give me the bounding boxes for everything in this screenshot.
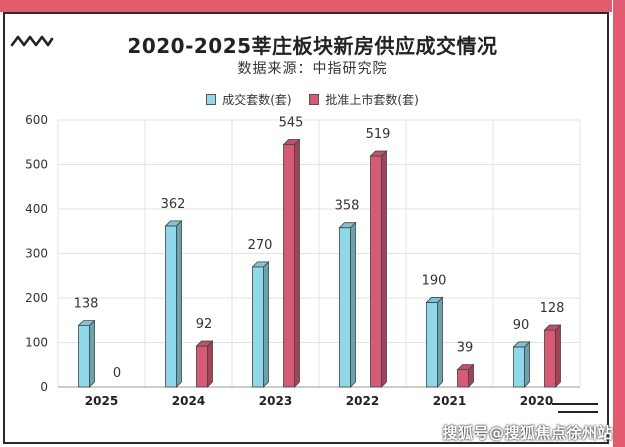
bar-side-series-1: [437, 296, 443, 388]
y-tick-label: 500: [25, 158, 48, 172]
bar-series-2: [544, 329, 556, 388]
bar-series-2: [196, 345, 208, 388]
data-label-series-1: 138: [74, 297, 99, 312]
bar-top-series-1: [77, 320, 96, 326]
x-tick-label: 2022: [346, 394, 379, 408]
bar-top-series-2: [282, 139, 301, 145]
y-tick-label: 400: [25, 202, 48, 216]
chart-card: [3, 12, 609, 444]
bar-top-series-1: [251, 261, 270, 268]
bar-top-series-2: [369, 150, 388, 157]
bar-side-series-2: [207, 340, 213, 388]
data-label-series-2: 0: [113, 366, 121, 381]
legend-label-series-2: 批准上市套数(套): [325, 93, 419, 107]
bar-top-series-2: [543, 324, 562, 331]
bar-series-2: [370, 155, 382, 388]
bar-top-series-2: [195, 340, 214, 347]
y-tick-label: 200: [25, 291, 48, 305]
bar-side-series-2: [294, 138, 300, 388]
y-tick-label: 300: [25, 247, 48, 261]
y-tick-label: 100: [25, 336, 48, 350]
watermark: 搜狐号@搜狐焦点徐州站: [442, 424, 613, 442]
chart-subtitle: 数据来源：中指研究院: [237, 61, 388, 77]
bar-series-1: [513, 346, 525, 388]
legend-swatch-series-1: [206, 94, 217, 105]
bar-side-series-1: [89, 319, 95, 388]
x-tick-label: 2024: [172, 394, 205, 408]
chart-title: 2020-2025莘庄板块新房供应成交情况: [127, 34, 498, 58]
chart-legend: 成交套数(套) 批准上市套数(套): [0, 91, 625, 108]
bar-series-1: [78, 325, 90, 388]
bar-side-series-2: [555, 324, 561, 388]
bar-series-2: [283, 144, 295, 388]
bar-side-series-2: [381, 150, 387, 388]
bar-top-series-1: [338, 222, 357, 229]
x-tick-label: 2021: [433, 394, 466, 408]
legend-label-series-1: 成交套数(套): [222, 93, 292, 107]
data-label-series-1: 362: [161, 197, 186, 212]
bar-series-1: [426, 302, 438, 388]
data-label-series-2: 519: [366, 127, 391, 142]
data-label-series-1: 190: [422, 273, 447, 288]
y-tick-label: 600: [25, 113, 48, 127]
bar-series-1: [165, 225, 177, 388]
x-tick-label: 2025: [85, 394, 118, 408]
legend-item-series-1: 成交套数(套): [206, 91, 292, 108]
legend-swatch-series-2: [309, 94, 320, 105]
data-label-series-1: 270: [248, 238, 273, 253]
decorative-top-band: [0, 0, 612, 12]
bar-top-series-1: [512, 341, 531, 348]
bar-top-series-1: [425, 297, 444, 303]
legend-item-series-2: 批准上市套数(套): [309, 91, 419, 108]
data-label-series-1: 358: [335, 199, 360, 214]
x-tick-label: 2023: [259, 394, 292, 408]
zigzag-icon: [10, 35, 54, 47]
x-tick-label: 2020: [520, 394, 553, 408]
data-label-series-2: 39: [457, 341, 474, 356]
y-tick-label: 0: [40, 380, 48, 394]
bar-side-series-1: [350, 221, 356, 388]
data-label-series-2: 128: [540, 301, 565, 316]
data-label-series-2: 92: [196, 317, 213, 332]
decorative-right-band: [613, 0, 625, 447]
data-label-series-1: 90: [513, 318, 530, 333]
bar-series-1: [339, 227, 351, 388]
bar-series-1: [252, 266, 264, 388]
bar-series-2: [457, 369, 469, 388]
bar-side-series-1: [263, 260, 269, 388]
bar-top-series-2: [456, 364, 475, 371]
bar-side-series-1: [524, 340, 530, 388]
decorative-lines: [552, 403, 598, 413]
bar-side-series-1: [176, 219, 182, 388]
data-label-series-2: 545: [279, 115, 304, 130]
bar-top-series-1: [164, 220, 183, 227]
